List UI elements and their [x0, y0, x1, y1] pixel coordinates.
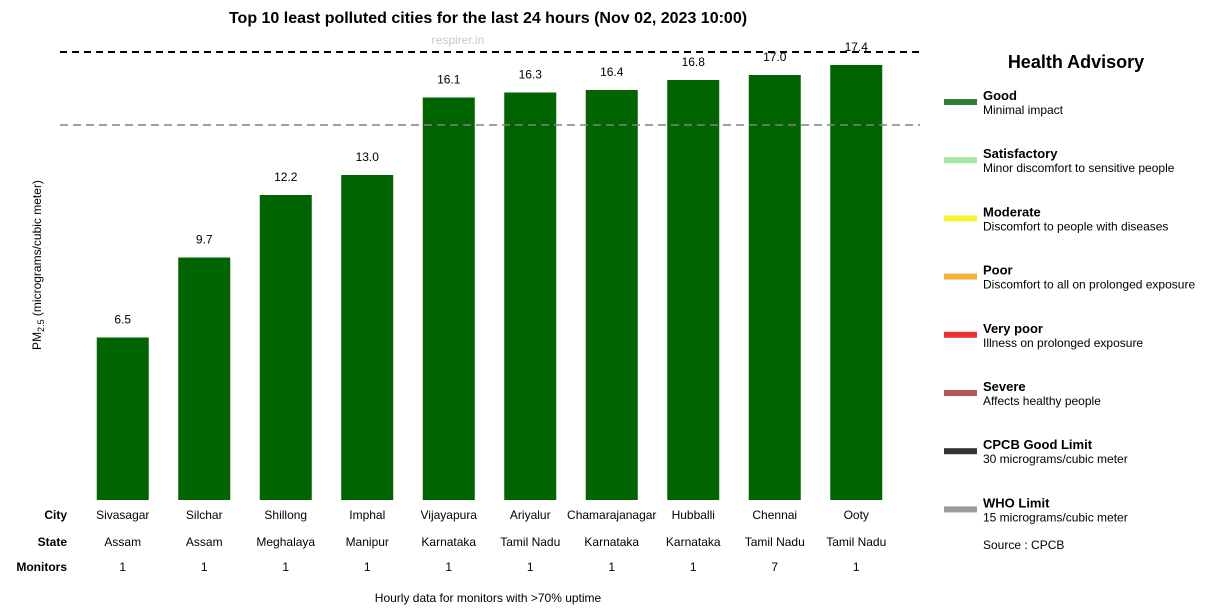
legend-item-name: Poor — [983, 263, 1013, 278]
legend-swatch — [944, 273, 977, 280]
state-label: Tamil Nadu — [500, 535, 560, 549]
legend-item-name: Very poor — [983, 321, 1043, 336]
city-label: Chennai — [752, 508, 797, 522]
bar-vijayapura — [422, 97, 475, 500]
legend-swatch — [944, 99, 977, 105]
bar-ariyalur — [504, 92, 557, 500]
row-label-monitors: Monitors — [16, 560, 67, 574]
state-label: Tamil Nadu — [745, 535, 805, 549]
state-label: Karnataka — [666, 535, 721, 549]
city-label: Silchar — [186, 508, 223, 522]
bars-group — [96, 65, 883, 500]
monitors-count: 1 — [364, 560, 371, 574]
monitors-count: 1 — [119, 560, 126, 574]
bar-chamarajanagar — [585, 90, 638, 500]
monitors-count: 1 — [445, 560, 452, 574]
legend-item-name: Satisfactory — [983, 146, 1058, 161]
value-label: 6.5 — [114, 313, 131, 327]
monitors-count: 1 — [527, 560, 534, 574]
monitors-count: 1 — [282, 560, 289, 574]
legend-item-desc: Illness on prolonged exposure — [983, 336, 1143, 350]
value-label: 16.8 — [682, 55, 706, 69]
city-label: Imphal — [349, 508, 385, 522]
bar-hubballi — [667, 80, 720, 500]
legend-item-name: CPCB Good Limit — [983, 437, 1093, 452]
monitors-count: 1 — [608, 560, 615, 574]
legend-item-desc: 30 micrograms/cubic meter — [983, 452, 1128, 466]
legend-swatch — [944, 215, 977, 222]
row-label-city: City — [44, 508, 67, 522]
value-label: 9.7 — [196, 233, 213, 247]
bar-ooty — [830, 65, 883, 500]
city-label: Shillong — [264, 508, 307, 522]
legend-swatch — [944, 506, 977, 513]
legend-item-name: Severe — [983, 379, 1026, 394]
legend-item-name: Moderate — [983, 204, 1041, 219]
state-label: Meghalaya — [256, 535, 315, 549]
state-label: Karnataka — [421, 535, 476, 549]
value-label: 13.0 — [356, 150, 380, 164]
city-label: Ariyalur — [510, 508, 551, 522]
value-label: 16.4 — [600, 65, 624, 79]
legend-swatch — [944, 390, 977, 396]
legend-item-name: Good — [983, 88, 1017, 103]
value-label: 17.4 — [845, 40, 869, 54]
source-note: Source : CPCB — [983, 538, 1064, 552]
value-label: 17.0 — [763, 50, 787, 64]
legend-swatch — [944, 448, 977, 455]
monitors-count: 1 — [201, 560, 208, 574]
monitors-count: 7 — [771, 560, 778, 574]
bar-chennai — [748, 75, 801, 500]
state-label: Assam — [186, 535, 223, 549]
legend-swatch — [944, 157, 977, 164]
value-label: 16.1 — [437, 73, 461, 87]
state-label: Tamil Nadu — [826, 535, 886, 549]
city-label: Chamarajanagar — [567, 508, 656, 522]
legend-item-name: WHO Limit — [983, 495, 1050, 510]
legend-title: Health Advisory — [1008, 52, 1144, 72]
legend-item-desc: Affects healthy people — [983, 394, 1101, 408]
legend-item-desc: Minor discomfort to sensitive people — [983, 161, 1175, 175]
monitors-count: 1 — [690, 560, 697, 574]
state-label: Karnataka — [584, 535, 639, 549]
city-label: Ooty — [844, 508, 869, 522]
chart-title: Top 10 least polluted cities for the las… — [229, 10, 747, 27]
legend-swatch — [944, 331, 977, 338]
city-label: Hubballi — [672, 508, 715, 522]
footnote: Hourly data for monitors with >70% uptim… — [375, 591, 602, 605]
city-label: Sivasagar — [96, 508, 149, 522]
chart-subtitle: respirer.in — [432, 33, 485, 47]
state-label: Manipur — [346, 535, 389, 549]
legend-item-desc: Discomfort to people with diseases — [983, 219, 1168, 233]
legend-item-desc: Minimal impact — [983, 103, 1064, 117]
city-label: Vijayapura — [421, 508, 478, 522]
bar-sivasagar — [96, 337, 149, 500]
row-label-state: State — [38, 535, 68, 549]
data-table: Sivasagar Assam 1 Silchar Assam 1 Shillong Megh… — [96, 508, 886, 574]
bar-shillong — [259, 195, 312, 500]
value-label: 16.3 — [519, 68, 543, 82]
monitors-count: 1 — [853, 560, 860, 574]
legend-item-desc: 15 micrograms/cubic meter — [983, 510, 1128, 524]
legend-item-desc: Discomfort to all on prolonged exposure — [983, 278, 1195, 292]
y-axis-label: PM2.5 (micrograms/cubic meter) — [30, 180, 46, 350]
bar-imphal — [341, 175, 394, 500]
state-label: Assam — [104, 535, 141, 549]
bar-silchar — [178, 257, 231, 500]
value-label: 12.2 — [274, 170, 298, 184]
value-labels-group: 6.5 9.7 12.2 13.0 16.1 16.3 16.4 16.8 17.0 17.4 — [114, 40, 868, 327]
